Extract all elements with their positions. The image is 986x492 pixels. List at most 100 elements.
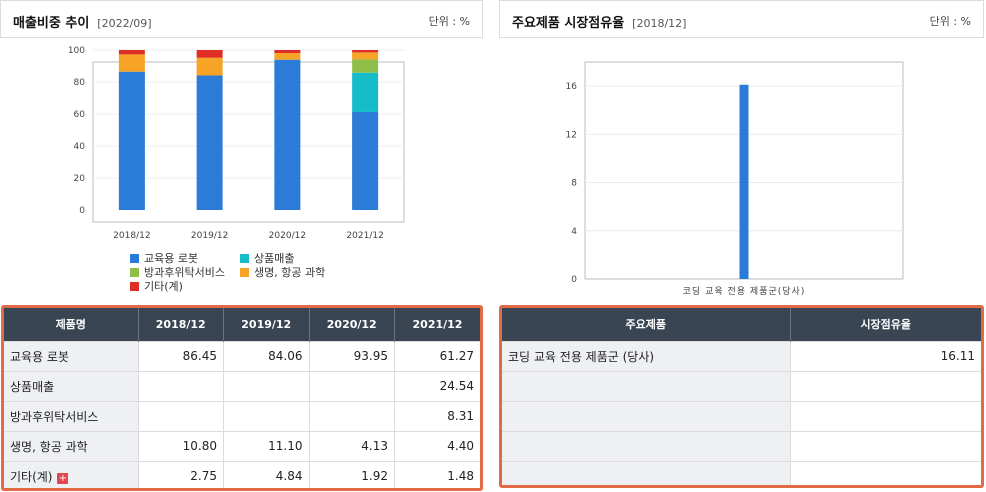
y-tick-label: 8 bbox=[571, 179, 577, 189]
product-name bbox=[502, 460, 791, 485]
bar-segment bbox=[196, 50, 223, 58]
market-share-title: 주요제품 시장점유율 [2018/12] bbox=[512, 12, 686, 31]
market-share-table-box: 주요제품 시장점유율 코딩 교육 전용 제품군 (당사) 16.11 bbox=[499, 305, 984, 488]
y-tick-label: 40 bbox=[74, 142, 86, 152]
table-row: 생명, 항공 과학 10.80 11.10 4.13 4.40 bbox=[4, 430, 480, 461]
market-share-title-text: 주요제품 시장점유율 bbox=[512, 16, 625, 31]
table-cell: 4.13 bbox=[309, 430, 395, 461]
table-row bbox=[502, 430, 981, 461]
table-cell bbox=[309, 400, 395, 431]
sales-mix-unit: 단위 : % bbox=[428, 15, 470, 28]
bar-segment bbox=[118, 50, 145, 55]
market-share-table: 주요제품 시장점유율 코딩 교육 전용 제품군 (당사) 16.11 bbox=[502, 308, 981, 485]
bar-segment bbox=[274, 53, 301, 60]
table-cell: 86.45 bbox=[138, 340, 224, 371]
y-tick-label: 12 bbox=[566, 130, 577, 140]
x-tick-label: 2021/12 bbox=[346, 231, 383, 241]
product-name bbox=[502, 370, 791, 401]
table-cell bbox=[223, 370, 310, 401]
bar-segment bbox=[352, 50, 379, 53]
table-cell bbox=[138, 370, 224, 401]
market-share-header: 주요제품 시장점유율 [2018/12] 단위 : % bbox=[499, 0, 984, 38]
legend-label: 방과후위탁서비스 bbox=[144, 266, 225, 279]
col-header-2021: 2021/12 bbox=[394, 308, 480, 341]
x-tick-label: 코딩 교육 전용 제품군(당사) bbox=[683, 286, 806, 297]
table-cell: 1.48 bbox=[394, 460, 480, 488]
table-row bbox=[502, 400, 981, 431]
y-tick-label: 80 bbox=[74, 78, 86, 88]
legend-item-science[interactable]: 생명, 항공 과학 bbox=[240, 264, 325, 280]
table-cell: 4.84 bbox=[223, 460, 310, 488]
sales-mix-title-text: 매출비중 추이 bbox=[13, 16, 90, 31]
legend-item-afterschool[interactable]: 방과후위탁서비스 bbox=[130, 264, 225, 280]
y-tick-label: 20 bbox=[74, 174, 86, 184]
product-name bbox=[502, 400, 791, 431]
col-header-2018: 2018/12 bbox=[138, 308, 224, 341]
table-row bbox=[502, 370, 981, 401]
table-cell: 10.80 bbox=[138, 430, 224, 461]
table-cell bbox=[223, 400, 310, 431]
table-row: 교육용 로봇 86.45 84.06 93.95 61.27 bbox=[4, 340, 480, 371]
x-tick-label: 2018/12 bbox=[113, 231, 150, 241]
product-name: 상품매출 bbox=[4, 370, 139, 401]
product-name: 생명, 항공 과학 bbox=[4, 430, 139, 461]
y-tick-label: 100 bbox=[68, 46, 85, 56]
sales-mix-date: [2022/09] bbox=[97, 17, 152, 30]
table-cell: 1.92 bbox=[309, 460, 395, 488]
y-tick-label: 0 bbox=[79, 206, 85, 216]
table-row bbox=[502, 460, 981, 485]
bar bbox=[739, 84, 749, 279]
legend-label: 상품매출 bbox=[254, 252, 295, 265]
table-cell: 84.06 bbox=[223, 340, 310, 371]
legend-swatch bbox=[130, 268, 139, 277]
y-tick-label: 0 bbox=[571, 275, 577, 285]
bar-segment bbox=[118, 54, 145, 72]
col-header-product: 제품명 bbox=[4, 308, 139, 341]
col-header-2020: 2020/12 bbox=[309, 308, 395, 341]
x-tick-label: 2019/12 bbox=[191, 231, 228, 241]
legend-swatch bbox=[240, 254, 249, 263]
legend-item-robot[interactable]: 교육용 로봇 bbox=[130, 250, 198, 266]
market-share-unit: 단위 : % bbox=[929, 15, 971, 28]
table-header-row: 주요제품 시장점유율 bbox=[502, 308, 981, 341]
y-tick-label: 4 bbox=[571, 227, 577, 237]
bar-segment bbox=[274, 50, 301, 54]
table-cell: 24.54 bbox=[394, 370, 480, 401]
y-tick-label: 16 bbox=[566, 82, 578, 92]
bar-segment bbox=[274, 59, 301, 211]
table-cell: 11.10 bbox=[223, 430, 310, 461]
table-row: 방과후위탁서비스 8.31 bbox=[4, 400, 480, 431]
x-tick-label: 2020/12 bbox=[269, 231, 306, 241]
table-cell: 16.11 bbox=[790, 340, 981, 371]
col-header-main-product: 주요제품 bbox=[502, 308, 791, 341]
bar-segment bbox=[118, 71, 145, 211]
table-cell bbox=[138, 400, 224, 431]
market-share-chart: 0 4 8 12 16 코딩 교육 전용 제품군(당사) bbox=[566, 61, 904, 297]
table-row: 코딩 교육 전용 제품군 (당사) 16.11 bbox=[502, 340, 981, 371]
legend-item-goods[interactable]: 상품매출 bbox=[240, 250, 294, 266]
legend-label: 기타(계) bbox=[144, 280, 183, 293]
sales-mix-chart: 0 20 40 60 80 100 2018/12 2019/12 2020/12 2021/12 bbox=[68, 46, 405, 241]
bar-segment bbox=[196, 57, 223, 76]
table-cell: 93.95 bbox=[309, 340, 395, 371]
market-share-panel: 주요제품 시장점유율 [2018/12] 단위 : % 0 4 8 12 16 코딩 교육 … bbox=[499, 0, 984, 492]
legend-swatch bbox=[130, 282, 139, 291]
sales-mix-header: 매출비중 추이 [2022/09] 단위 : % bbox=[0, 0, 483, 38]
table-cell: 8.31 bbox=[394, 400, 480, 431]
table-cell bbox=[790, 370, 981, 401]
sales-mix-panel: 매출비중 추이 [2022/09] 단위 : % 0 20 40 60 80 100 2018… bbox=[0, 0, 483, 492]
expand-plus-icon[interactable]: + bbox=[57, 472, 69, 484]
legend-label: 생명, 항공 과학 bbox=[254, 266, 326, 279]
product-name: 코딩 교육 전용 제품군 (당사) bbox=[502, 340, 791, 371]
table-cell: 4.40 bbox=[394, 430, 480, 461]
product-name bbox=[502, 430, 791, 461]
bar-segment bbox=[352, 52, 379, 60]
bar-segment bbox=[352, 59, 379, 73]
sales-mix-table-box: 제품명 2018/12 2019/12 2020/12 2021/12 교육용 … bbox=[1, 305, 483, 491]
product-name: 방과후위탁서비스 bbox=[4, 400, 139, 431]
legend-item-other[interactable]: 기타(계) bbox=[130, 278, 183, 294]
table-header-row: 제품명 2018/12 2019/12 2020/12 2021/12 bbox=[4, 308, 480, 341]
table-cell: 61.27 bbox=[394, 340, 480, 371]
y-tick-label: 60 bbox=[74, 110, 86, 120]
legend-swatch bbox=[130, 254, 139, 263]
